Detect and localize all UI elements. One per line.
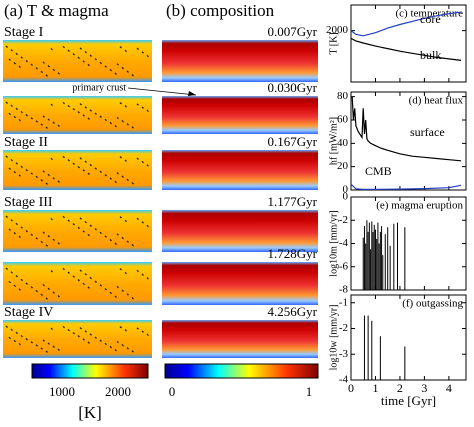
colorbar-label: 2000 — [105, 384, 131, 399]
magma-specks — [5, 325, 149, 353]
y-tick-label: -3 — [339, 348, 349, 360]
arrow — [127, 87, 197, 96]
annotation: primary crust — [72, 82, 126, 93]
series-label: bulk — [420, 48, 441, 62]
time-label: 0.167Gyr — [268, 134, 318, 149]
y-axis-label: T [K] — [328, 32, 339, 54]
composition-snapshot — [162, 320, 318, 358]
temperature-snapshot — [3, 320, 152, 358]
colorbar-label: 1000 — [49, 384, 75, 399]
time-label: 0.030Gyr — [268, 80, 318, 95]
series-label: CMB — [365, 164, 392, 178]
y-tick-label: 2000 — [326, 24, 349, 36]
time-label: 4.256Gyr — [268, 304, 318, 319]
temperature-snapshot — [3, 150, 152, 190]
temperature-snapshot — [3, 210, 152, 252]
time-label: 0.007Gyr — [268, 24, 318, 39]
magma-specks — [5, 155, 149, 185]
colorbar-unit: [K] — [78, 403, 102, 422]
x-tick-label: 1 — [372, 381, 378, 395]
y-tick-label: -4 — [339, 374, 349, 386]
magma-specks — [5, 101, 149, 129]
series-label: core — [420, 12, 441, 26]
composition-snapshot — [162, 262, 318, 305]
y-tick-label: 0 — [343, 184, 349, 196]
colorbar-label: 1 — [306, 384, 313, 399]
y-tick-label: 20 — [337, 160, 349, 172]
stage-label: Stage I — [4, 25, 44, 40]
y-tick-label: -6 — [339, 260, 349, 272]
chart-title: (c) temperature — [396, 8, 464, 20]
y-tick-label: -8 — [339, 284, 349, 296]
x-tick-label: 3 — [421, 381, 427, 395]
composition-snapshot — [162, 96, 318, 134]
x-tick-label: 4 — [446, 381, 452, 395]
plot-frame — [350, 4, 467, 83]
panel-title: (a) T & magma — [4, 1, 109, 20]
magma-specks — [5, 215, 149, 247]
x-tick-label: 2 — [397, 381, 403, 395]
y-tick-label: 60 — [337, 114, 349, 126]
stage-label: Stage II — [4, 135, 48, 150]
x-axis-label: time [Gyr] — [381, 393, 436, 408]
plot-frame — [350, 294, 467, 381]
y-axis-label: log10m [mm/yr] — [328, 210, 339, 276]
composition-snapshot — [162, 40, 318, 82]
temperature-snapshot — [3, 262, 152, 305]
colorbar-label: 0 — [169, 384, 176, 399]
chart-title: (e) magma eruption — [376, 200, 463, 212]
magma-specks — [5, 267, 149, 300]
stage-label: Stage III — [4, 195, 53, 210]
time-label: 1.177Gyr — [268, 194, 318, 209]
series-line — [350, 183, 462, 190]
magma-specks — [5, 45, 149, 77]
y-tick-label: -2 — [339, 322, 348, 334]
temperature-snapshot — [3, 96, 152, 134]
y-tick-label: 40 — [337, 137, 349, 149]
series-line — [351, 96, 462, 162]
y-tick-label: 80 — [337, 90, 349, 102]
y-tick-label: -4 — [339, 237, 349, 249]
y-tick-label: -1 — [339, 296, 348, 308]
colorbar — [31, 363, 149, 379]
series-line — [350, 11, 462, 37]
series-label: surface — [410, 125, 445, 139]
y-tick-label: -2 — [339, 214, 348, 226]
arrow-head — [188, 91, 196, 96]
composition-snapshot — [162, 150, 318, 190]
y-axis-label: hf [mW/m²] — [328, 117, 339, 165]
chart-title: (f) outgassing — [402, 298, 463, 310]
series-line — [350, 37, 462, 61]
x-tick-label: 0 — [348, 381, 354, 395]
colorbar — [164, 363, 319, 379]
y-axis-label: log10w [mm/yr] — [328, 305, 339, 371]
y-tick-label: 0 — [343, 191, 349, 203]
time-label: 1.728Gyr — [268, 246, 318, 261]
stage-label: Stage IV — [4, 305, 53, 320]
temperature-snapshot — [3, 40, 152, 82]
composition-snapshot — [162, 210, 318, 252]
plot-frame — [350, 91, 467, 191]
chart-title: (d) heat flux — [409, 95, 464, 107]
panel-title: (b) composition — [166, 1, 275, 20]
